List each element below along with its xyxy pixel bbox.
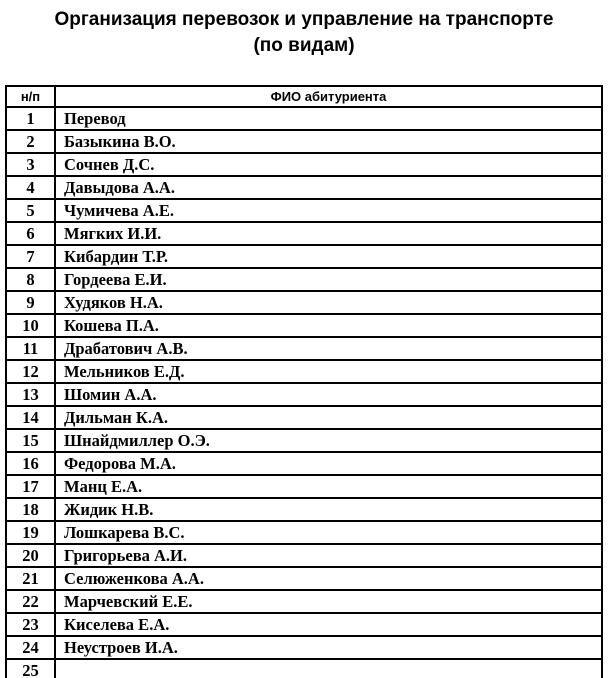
row-number-cell: 1 [5, 106, 56, 131]
applicant-name-cell: Гордеева Е.И. [54, 267, 603, 292]
row-number-cell: 15 [5, 428, 56, 453]
column-header-name: ФИО абитуриента [54, 85, 603, 108]
table-row: 23 Киселева Е.А. [5, 612, 603, 637]
applicant-name-cell: Григорьева А.И. [54, 543, 603, 568]
applicant-name-cell: Чумичева А.Е. [54, 198, 603, 223]
applicant-name-cell: Шомин А.А. [54, 382, 603, 407]
table-row: 7 Кибардин Т.Р. [5, 244, 603, 269]
applicant-name-cell: Сочнев Д.С. [54, 152, 603, 177]
applicant-name-cell: Кибардин Т.Р. [54, 244, 603, 269]
applicant-name-cell: Марчевский Е.Е. [54, 589, 603, 614]
applicant-name-cell: Жидик Н.В. [54, 497, 603, 522]
page-title-line1: Организация перевозок и управление на тр… [54, 9, 554, 30]
row-number-cell: 6 [5, 221, 56, 246]
row-number-cell: 18 [5, 497, 56, 522]
table-row: 6 Мягких И.И. [5, 221, 603, 246]
row-number-cell: 2 [5, 129, 56, 154]
row-number-cell: 12 [5, 359, 56, 384]
table-row: 19 Лошкарева В.С. [5, 520, 603, 545]
page-title: Организация перевозок и управление на тр… [0, 0, 608, 59]
table-row: 17 Манц Е.А. [5, 474, 603, 499]
applicant-name-cell: Дильман К.А. [54, 405, 603, 430]
page-title-line2: (по видам) [253, 35, 355, 56]
table-row: 11 Драбатович А.В. [5, 336, 603, 361]
row-number-cell: 8 [5, 267, 56, 292]
row-number-cell: 17 [5, 474, 56, 499]
applicant-name-cell: Федорова М.А. [54, 451, 603, 476]
table-row: 25 [5, 658, 603, 678]
applicant-name-cell: Мельников Е.Д. [54, 359, 603, 384]
row-number-cell: 5 [5, 198, 56, 223]
row-number-cell: 16 [5, 451, 56, 476]
row-number-cell: 22 [5, 589, 56, 614]
row-number-cell: 4 [5, 175, 56, 200]
applicant-name-cell: Худяков Н.А. [54, 290, 603, 315]
row-number-cell: 11 [5, 336, 56, 361]
table-header-row: н/п ФИО абитуриента [5, 85, 603, 108]
table-row: 18 Жидик Н.В. [5, 497, 603, 522]
applicant-name-cell [54, 658, 603, 678]
table-row: 22 Марчевский Е.Е. [5, 589, 603, 614]
row-number-cell: 3 [5, 152, 56, 177]
row-number-cell: 7 [5, 244, 56, 269]
applicants-table: н/п ФИО абитуриента 1 Перевод 2 Базыкина В.… [5, 85, 603, 678]
table-row: 13 Шомин А.А. [5, 382, 603, 407]
table-row: 16 Федорова М.А. [5, 451, 603, 476]
applicant-name-cell: Неустроев И.А. [54, 635, 603, 660]
row-number-cell: 10 [5, 313, 56, 338]
row-number-cell: 25 [5, 658, 56, 678]
applicant-name-cell: Перевод [54, 106, 603, 131]
table-row: 21 Селюженкова А.А. [5, 566, 603, 591]
table-row: 2 Базыкина В.О. [5, 129, 603, 154]
row-number-cell: 24 [5, 635, 56, 660]
table-row: 4 Давыдова А.А. [5, 175, 603, 200]
applicant-name-cell: Базыкина В.О. [54, 129, 603, 154]
applicant-name-cell: Давыдова А.А. [54, 175, 603, 200]
table-row: 8 Гордеева Е.И. [5, 267, 603, 292]
applicant-name-cell: Манц Е.А. [54, 474, 603, 499]
applicant-name-cell: Шнайдмиллер О.Э. [54, 428, 603, 453]
row-number-cell: 19 [5, 520, 56, 545]
table-row: 9 Худяков Н.А. [5, 290, 603, 315]
table-body: 1 Перевод 2 Базыкина В.О. 3 Сочнев Д.С. 4 Давыд… [5, 106, 603, 678]
table-row: 3 Сочнев Д.С. [5, 152, 603, 177]
table-row: 14 Дильман К.А. [5, 405, 603, 430]
row-number-cell: 9 [5, 290, 56, 315]
table-row: 5 Чумичева А.Е. [5, 198, 603, 223]
applicant-name-cell: Селюженкова А.А. [54, 566, 603, 591]
row-number-cell: 14 [5, 405, 56, 430]
row-number-cell: 21 [5, 566, 56, 591]
column-header-number: н/п [5, 85, 56, 108]
table-row: 1 Перевод [5, 106, 603, 131]
row-number-cell: 20 [5, 543, 56, 568]
table-row: 12 Мельников Е.Д. [5, 359, 603, 384]
table-row: 20 Григорьева А.И. [5, 543, 603, 568]
applicant-name-cell: Киселева Е.А. [54, 612, 603, 637]
table-row: 24 Неустроев И.А. [5, 635, 603, 660]
applicant-name-cell: Мягких И.И. [54, 221, 603, 246]
applicant-name-cell: Драбатович А.В. [54, 336, 603, 361]
table-row: 15 Шнайдмиллер О.Э. [5, 428, 603, 453]
table-row: 10 Кошева П.А. [5, 313, 603, 338]
row-number-cell: 13 [5, 382, 56, 407]
applicant-name-cell: Кошева П.А. [54, 313, 603, 338]
row-number-cell: 23 [5, 612, 56, 637]
applicant-name-cell: Лошкарева В.С. [54, 520, 603, 545]
